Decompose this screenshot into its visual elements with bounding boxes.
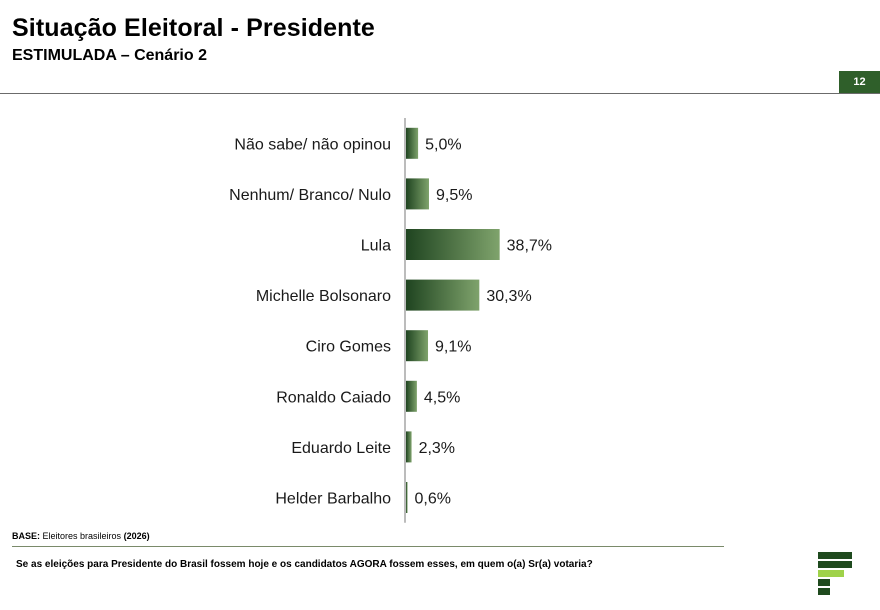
bar bbox=[406, 279, 480, 311]
value-label: 2,3% bbox=[419, 440, 455, 457]
bar bbox=[406, 178, 429, 210]
brand-logo-icon bbox=[818, 552, 852, 595]
value-label: 4,5% bbox=[424, 389, 460, 406]
value-label: 9,5% bbox=[436, 187, 472, 204]
value-label: 38,7% bbox=[507, 238, 552, 255]
category-label: Lula bbox=[361, 238, 391, 255]
bar bbox=[406, 127, 419, 159]
value-label: 5,0% bbox=[425, 136, 461, 153]
footer-divider bbox=[12, 546, 724, 547]
value-label: 9,1% bbox=[435, 339, 471, 356]
category-label: Não sabe/ não opinou bbox=[234, 136, 391, 153]
bar bbox=[406, 380, 417, 412]
page-title: Situação Eleitoral - Presidente bbox=[12, 14, 375, 42]
base-year: (2026) bbox=[123, 531, 150, 541]
category-label: Helder Barbalho bbox=[275, 491, 391, 508]
bar bbox=[406, 229, 500, 260]
bar bbox=[406, 482, 408, 513]
base-label: BASE: bbox=[12, 531, 41, 541]
page-subtitle: ESTIMULADA – Cenário 2 bbox=[12, 47, 207, 64]
category-label: Michelle Bolsonaro bbox=[256, 288, 391, 305]
category-label: Ronaldo Caiado bbox=[276, 389, 391, 406]
bar bbox=[406, 431, 412, 463]
category-label: Eduardo Leite bbox=[291, 440, 391, 457]
base-text: Eleitores brasileiros bbox=[42, 531, 122, 541]
survey-question: Se as eleições para Presidente do Brasil… bbox=[16, 559, 593, 570]
category-label: Ciro Gomes bbox=[306, 339, 391, 356]
bar bbox=[406, 330, 429, 362]
page-number-badge: 12 bbox=[839, 71, 880, 93]
category-label: Nenhum/ Branco/ Nulo bbox=[229, 187, 391, 204]
bar-chart: Não sabe/ não opinou 5,0% Nenhum/ Branco/ … bbox=[229, 118, 552, 523]
value-label: 0,6% bbox=[415, 491, 451, 508]
base-note: BASE: Eleitores brasileiros (2026) bbox=[12, 531, 150, 541]
value-label: 30,3% bbox=[486, 288, 531, 305]
header-divider bbox=[0, 93, 880, 94]
